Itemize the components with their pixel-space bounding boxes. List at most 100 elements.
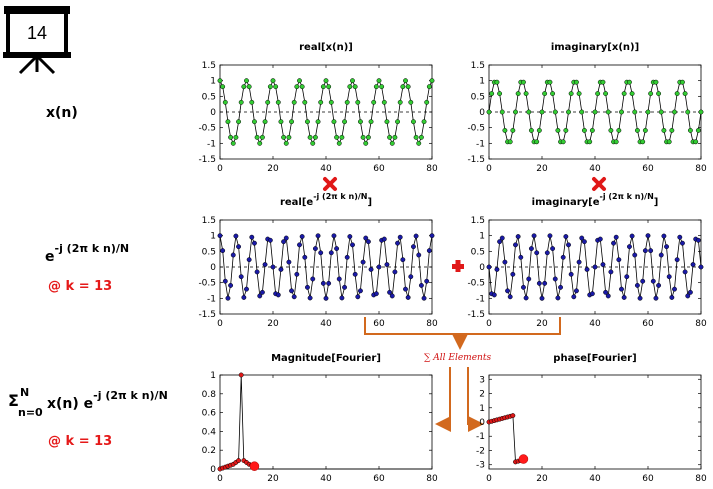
data-point xyxy=(552,109,558,115)
y-tick-label: 0.5 xyxy=(202,92,216,102)
x-tick-label: 0 xyxy=(486,319,492,329)
kernel-base: e xyxy=(45,249,55,265)
data-point xyxy=(634,282,640,288)
data-point xyxy=(424,278,430,284)
data-point xyxy=(278,119,284,125)
data-point xyxy=(589,127,595,133)
k-value-label-2: @ k = 13 xyxy=(48,434,112,449)
y-tick-label: -2 xyxy=(476,446,485,456)
data-point xyxy=(672,109,677,115)
data-point xyxy=(413,233,419,239)
data-point xyxy=(619,286,624,292)
chart-title: imaginary[x(n)] xyxy=(551,42,639,53)
data-point xyxy=(640,139,646,145)
x-tick-label: 80 xyxy=(695,474,707,484)
data-point xyxy=(397,99,403,105)
data-point xyxy=(595,91,601,97)
data-point xyxy=(597,236,603,242)
data-point xyxy=(230,252,236,258)
data-point xyxy=(550,246,556,252)
x-tick-label: 60 xyxy=(373,474,385,484)
data-point xyxy=(494,79,500,85)
data-point xyxy=(365,134,371,140)
data-point xyxy=(299,84,305,90)
data-point xyxy=(685,109,691,115)
data-point xyxy=(518,254,524,260)
data-point xyxy=(526,276,532,282)
y-tick-label: 0 xyxy=(210,465,216,475)
data-point xyxy=(355,99,361,105)
data-point xyxy=(560,254,566,260)
data-point xyxy=(302,254,308,260)
y-tick-label: 0.6 xyxy=(202,409,217,419)
data-point xyxy=(373,84,379,90)
data-point xyxy=(315,233,321,239)
data-point xyxy=(515,234,521,239)
data-point xyxy=(547,79,553,85)
data-point xyxy=(233,233,239,239)
dft-sum-label: Σ N n=0 x(n) e-j (2π k n)/N xyxy=(8,386,168,419)
data-point xyxy=(387,289,393,295)
data-point xyxy=(531,233,537,239)
data-point xyxy=(294,84,300,90)
data-point xyxy=(642,127,648,133)
highlight-point xyxy=(249,461,260,471)
data-point xyxy=(320,84,326,90)
data-point xyxy=(395,240,400,246)
data-point xyxy=(566,242,571,248)
data-point xyxy=(429,78,435,84)
data-point xyxy=(632,252,638,258)
data-point xyxy=(342,119,347,125)
data-point xyxy=(328,250,334,256)
y-tick-label: 0.5 xyxy=(202,247,216,257)
chart-title: Magnitude[Fourier] xyxy=(271,353,381,364)
y-tick-label: 0 xyxy=(210,263,216,273)
kernel-exponent: -j (2π k n)/N xyxy=(55,242,130,255)
data-point xyxy=(339,295,345,301)
data-point xyxy=(624,274,630,280)
presentation-board-icon: 14 xyxy=(3,6,71,75)
data-point xyxy=(616,127,622,133)
data-point xyxy=(297,78,302,84)
data-point xyxy=(589,291,595,297)
data-point xyxy=(634,127,640,133)
data-point xyxy=(236,119,242,125)
data-point xyxy=(669,127,675,133)
y-tick-label: 0.5 xyxy=(471,247,485,257)
data-point xyxy=(489,91,495,97)
data-point xyxy=(571,294,577,300)
data-point xyxy=(672,286,677,292)
x-tick-label: 80 xyxy=(426,319,438,329)
y-tick-label: 0.5 xyxy=(471,92,485,102)
data-point xyxy=(270,264,276,270)
data-point xyxy=(376,78,382,84)
y-tick-label: -3 xyxy=(476,461,485,471)
data-point xyxy=(259,289,265,295)
data-point xyxy=(534,250,540,256)
data-point xyxy=(267,237,273,243)
x-tick-label: 20 xyxy=(267,474,279,484)
data-point xyxy=(687,127,693,133)
data-point xyxy=(656,91,662,97)
data-point xyxy=(421,295,427,301)
data-point xyxy=(616,257,622,263)
y-tick-label: 2 xyxy=(479,390,485,400)
chart-title-exponent: -j (2π k n)/N xyxy=(600,192,654,201)
chart-title-exponent: -j (2π k n)/N xyxy=(313,192,367,201)
data-point xyxy=(505,288,510,294)
data-point xyxy=(408,99,414,105)
sum-body: x(n) e-j (2π k n)/N xyxy=(47,389,168,412)
data-point xyxy=(267,84,273,90)
data-point xyxy=(579,109,585,115)
data-point xyxy=(521,79,526,85)
data-point xyxy=(350,242,355,248)
data-point xyxy=(241,84,247,90)
data-point xyxy=(539,295,545,301)
y-tick-label: 0 xyxy=(479,263,485,273)
data-point xyxy=(222,278,228,284)
data-point xyxy=(334,246,340,252)
data-point xyxy=(310,276,316,282)
data-point xyxy=(228,282,234,288)
data-point xyxy=(249,234,255,240)
y-tick-label: -1.5 xyxy=(198,310,216,320)
